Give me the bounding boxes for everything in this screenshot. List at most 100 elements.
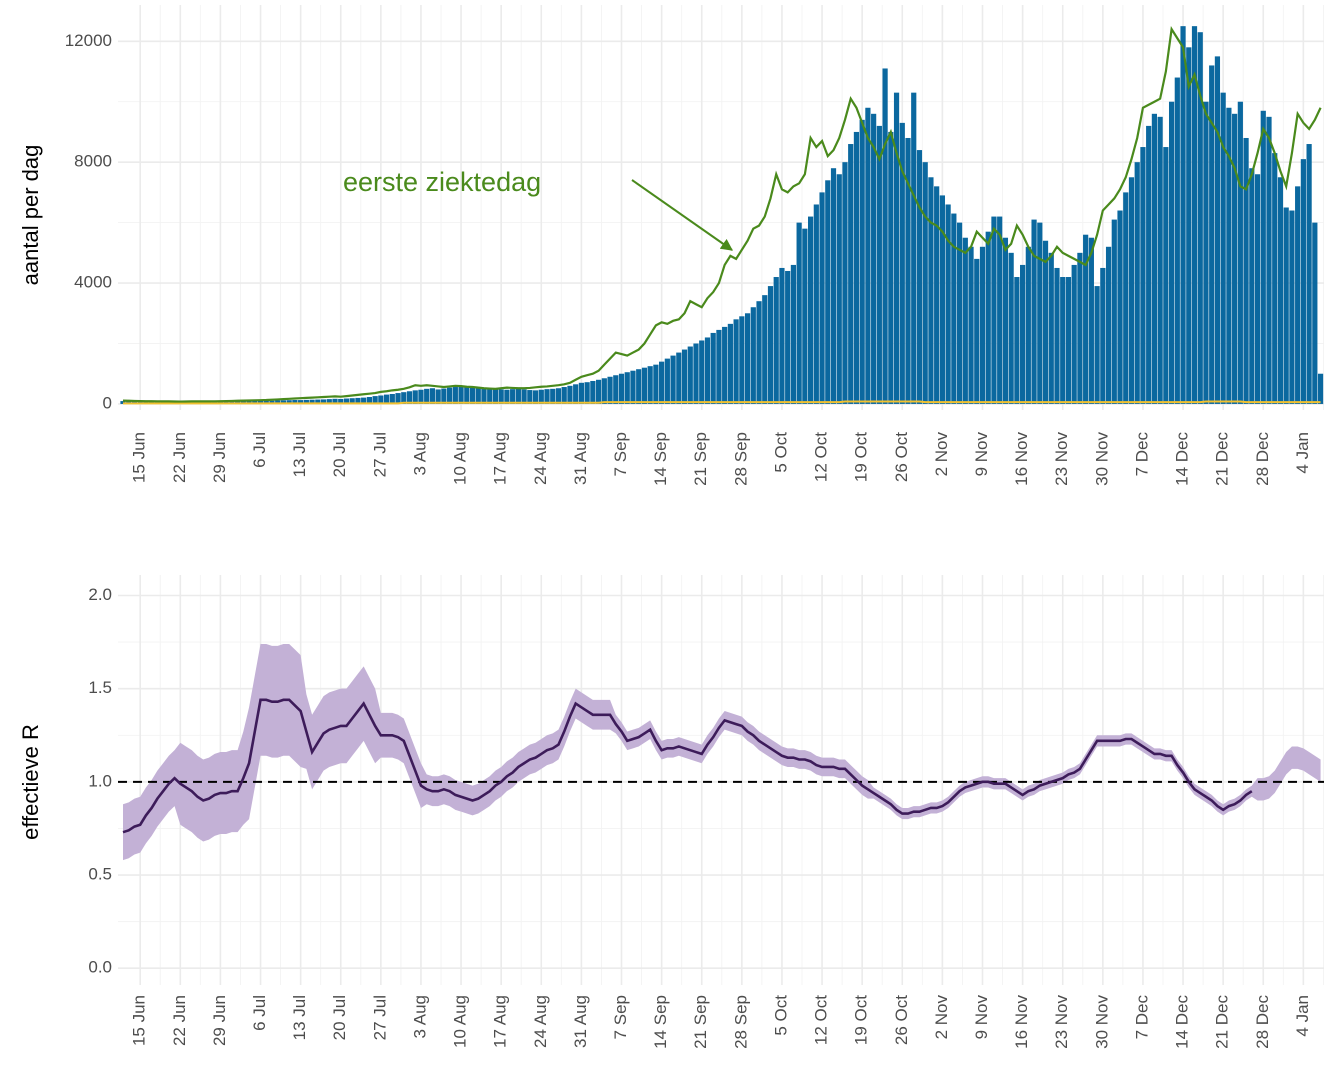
baseline-line [123, 400, 1321, 405]
x-tick-label: 7 Sep [611, 432, 630, 476]
x-tick-label: 7 Dec [1132, 432, 1151, 477]
bar [510, 389, 516, 404]
bar [962, 237, 968, 404]
bar [1317, 373, 1324, 404]
bar [607, 376, 613, 404]
bar [269, 400, 275, 404]
bar [263, 400, 269, 404]
x-tick-label: 5 Oct [771, 432, 790, 473]
bar [429, 388, 436, 404]
x-tick-label: 22 Jun [170, 995, 189, 1046]
bar [636, 369, 642, 404]
bar [458, 386, 464, 404]
confidence-band [123, 643, 1321, 861]
bar [1214, 56, 1221, 404]
bar [1180, 26, 1186, 404]
bar [767, 286, 774, 404]
bar [1277, 177, 1284, 404]
bar [911, 92, 917, 404]
bar [481, 387, 487, 404]
x-tick-label: 14 Sep [651, 995, 670, 1049]
bar [406, 391, 413, 404]
x-tick-label: 14 Sep [651, 432, 670, 486]
x-tick-label: 21 Sep [691, 995, 710, 1049]
bar [424, 388, 430, 404]
bar [435, 389, 441, 404]
bar [1083, 234, 1089, 404]
bar [1077, 252, 1083, 404]
bar [882, 68, 888, 404]
x-tick-label: 14 Dec [1173, 995, 1192, 1049]
bar [1002, 237, 1009, 404]
bar [527, 390, 533, 404]
bar [1157, 116, 1163, 404]
bar [733, 319, 739, 404]
x-tick-label: 19 Oct [852, 432, 871, 482]
x-tick-label: 30 Nov [1092, 432, 1111, 486]
onset-line [122, 26, 1322, 403]
x-tick-label: 26 Oct [892, 995, 911, 1045]
bar [1008, 252, 1014, 404]
x-tick-label: 20 Jul [330, 995, 349, 1040]
bar [1209, 65, 1215, 404]
bar [366, 397, 372, 404]
bar [945, 204, 951, 404]
bar [991, 216, 997, 404]
bar [1272, 153, 1278, 404]
bar [1134, 162, 1140, 404]
bar [716, 329, 722, 404]
bar [1174, 77, 1180, 404]
bar [790, 264, 797, 404]
bar [773, 277, 779, 404]
x-tick-label: 23 Nov [1052, 995, 1071, 1049]
x-tick-label: 9 Nov [972, 995, 991, 1040]
bar [899, 122, 905, 404]
x-tick-label: 12 Oct [812, 995, 831, 1045]
bar [567, 385, 573, 404]
bar [326, 399, 332, 404]
bar [871, 113, 877, 404]
x-tick-label: 4 Jan [1293, 995, 1312, 1037]
bar [584, 382, 590, 404]
bar [1232, 113, 1238, 404]
bar [590, 380, 596, 404]
bar [704, 337, 711, 404]
bar [550, 388, 556, 404]
bar [1014, 277, 1020, 404]
bar [842, 162, 848, 404]
bar [383, 394, 390, 404]
bar [624, 372, 630, 404]
bar [372, 396, 378, 404]
bar [332, 398, 338, 404]
bar [475, 388, 481, 404]
bar [555, 388, 562, 404]
x-tick-label: 6 Jul [250, 995, 269, 1031]
x-tick-label: 29 Jun [210, 995, 229, 1046]
annotation: eerste ziektedag [343, 167, 541, 197]
y-tick-label: 1.5 [88, 678, 112, 697]
bar [985, 231, 991, 404]
bar [825, 180, 831, 404]
bar [521, 389, 527, 404]
bar [389, 393, 395, 404]
x-tick-label: 23 Nov [1052, 432, 1071, 486]
bar [739, 316, 745, 404]
bar [1312, 222, 1318, 404]
bar [653, 364, 659, 404]
bar [1249, 168, 1255, 404]
bar [974, 258, 980, 404]
bar [292, 400, 298, 404]
bar [681, 349, 688, 404]
bar [492, 388, 499, 404]
bar [916, 150, 923, 404]
x-tick-label: 4 Jan [1293, 432, 1312, 474]
x-tick-label: 10 Aug [451, 995, 470, 1048]
bar [1054, 267, 1060, 404]
bar [779, 267, 785, 404]
bottom-plot [118, 575, 1324, 985]
bar [378, 395, 384, 404]
x-tick-label: 31 Aug [571, 432, 590, 485]
top-plot [118, 5, 1324, 410]
x-tick-label: 28 Sep [731, 432, 750, 486]
